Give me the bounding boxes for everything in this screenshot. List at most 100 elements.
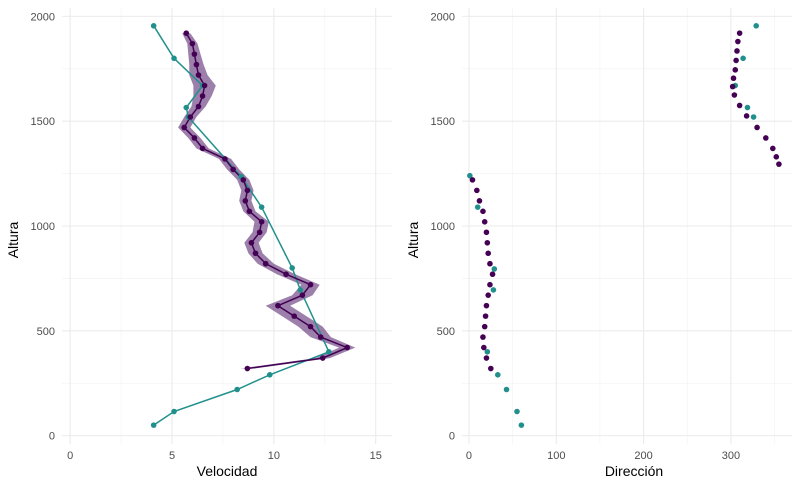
velocidad-series-a-point [240,177,247,183]
velocidad-series-b-point [150,23,157,29]
direccion-series-a-point [729,83,736,90]
velocidad-y-tick-label: 0 [49,431,55,443]
direccion-x-axis-title: Dirección [605,463,663,479]
velocidad-series-a-point [275,302,281,309]
direccion-series-a-point [469,177,476,183]
direccion-series-a-point [481,344,487,351]
velocidad-series-a-point [222,156,228,162]
velocidad-series-b-point [150,422,157,428]
direccion-series-a-point [733,57,739,64]
velocidad-x-tick-label: 15 [370,450,382,462]
direccion-series-a-point [482,313,489,319]
velocidad-series-a-point [244,365,251,372]
direccion-x-tick-label: 200 [634,450,652,462]
velocidad-y-tick-label: 500 [37,326,55,338]
velocidad-x-tick-label: 5 [169,450,175,462]
direccion-series-a-point [476,198,483,204]
velocidad-series-a-point [246,208,253,215]
direccion-series-a-point [485,250,491,257]
direccion-series-a-point [488,365,494,372]
direccion-points [467,23,782,428]
direccion-y-tick-label: 0 [449,431,455,443]
velocidad-series-a-point [319,355,326,361]
velocidad-series-a-point [193,61,200,68]
direccion-series-a-point [736,30,743,36]
velocidad-series-a-point [244,187,251,194]
direccion-series-b-point [503,386,510,393]
direccion-y-tick-label: 500 [437,326,455,338]
direccion-x-tick-label: 300 [722,450,740,462]
direccion-panel: 0 100 200 300 0 500 1000 1500 2000 Dirección Al… [405,8,792,479]
direccion-series-a-point [735,38,741,45]
direccion-series-a-point [736,102,743,109]
direccion-series-b-point [518,422,525,428]
velocidad-series-b-point [297,287,304,293]
velocidad-series-a-point [252,250,259,257]
direccion-y-tick-label: 1000 [431,221,455,233]
direccion-y-tick-label: 1500 [431,116,455,128]
direccion-y-tick-labels: 0 500 1000 1500 2000 [431,11,455,442]
velocidad-y-tick-label: 1000 [31,221,55,233]
velocidad-series-a-point [258,219,265,225]
direccion-series-a-point [487,281,493,288]
direccion-series-a-point [776,161,782,167]
velocidad-y-tick-label: 1500 [31,116,55,128]
velocidad-x-tick-labels: 0 5 10 15 [67,450,382,462]
direccion-series-a-point [480,334,486,340]
direccion-series-a-point [734,48,740,54]
direccion-series-b-point [474,204,481,210]
velocidad-points [150,23,350,428]
velocidad-x-tick-label: 10 [268,450,280,462]
direccion-series-a-point [754,124,760,131]
direccion-series-b-point [491,266,498,272]
velocidad-x-tick-label: 0 [67,450,73,462]
velocidad-series-a-point [199,93,206,99]
velocidad-series-a-point [187,114,194,120]
velocidad-series-b-point [258,204,265,210]
velocidad-series-a-point [262,260,269,267]
direccion-x-tick-labels: 0 100 200 300 [466,450,740,462]
direccion-series-a-point [484,239,491,246]
direccion-series-a-point [730,75,737,82]
direccion-series-a-point [474,187,480,194]
direccion-series-b-point [750,114,757,120]
direccion-series-b-point [494,372,501,378]
velocidad-series-b-line [153,25,330,426]
velocidad-series-a-point [242,198,249,204]
direccion-series-a-point [763,135,769,141]
velocidad-series-a-point [191,51,198,57]
velocidad-series-a-point [307,323,314,330]
direccion-gridlines [462,8,792,444]
direccion-series-a-point [480,208,486,215]
direccion-series-a-point [487,260,493,267]
velocidad-series-a-point [299,292,306,298]
direccion-series-a-point [731,92,738,98]
velocidad-series-a-point [344,344,350,351]
velocidad-gridlines [62,8,392,444]
direccion-series-b-point [514,408,520,415]
velocidad-series-a-point [199,145,206,152]
direccion-y-axis-title: Altura [405,222,421,259]
velocidad-series-a-point [317,334,324,340]
velocidad-x-axis-title: Velocidad [197,463,258,479]
velocidad-series-a-point [283,271,289,278]
velocidad-series-b-point [171,55,177,62]
direccion-series-a-point [773,154,780,160]
direccion-series-a-point [481,323,488,330]
direccion-series-a-point [483,229,490,236]
velocidad-series-a-point [291,313,298,319]
direccion-series-b-point [490,287,497,293]
direccion-series-b-point [753,23,760,29]
velocidad-series-b-point [171,408,177,415]
velocidad-series-a-point [189,40,196,47]
velocidad-y-axis-title: Altura [5,222,21,259]
velocidad-series-a-point [191,135,198,141]
velocidad-series-b-point [234,386,240,393]
velocidad-series-a-point [183,30,190,36]
velocidad-series-a-point [230,166,236,173]
direccion-x-tick-label: 0 [466,450,472,462]
direccion-series-b-point [467,172,473,179]
direccion-series-a-point [481,219,488,225]
direccion-series-a-point [483,302,490,309]
